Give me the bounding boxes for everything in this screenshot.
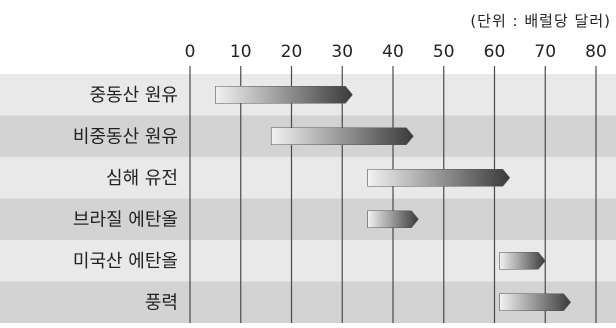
x-tick-label: 40 <box>382 42 404 62</box>
x-tick-label: 10 <box>230 42 252 62</box>
range-bar <box>215 85 353 104</box>
range-bar <box>270 127 414 146</box>
x-tick-label: 30 <box>331 42 353 62</box>
range-bar <box>499 251 546 270</box>
gridlines <box>189 66 597 323</box>
x-tick-label: 80 <box>585 42 607 62</box>
range-bar <box>367 168 511 187</box>
category-label: 브라질 에탄올 <box>73 209 178 230</box>
unit-note: (단위 : 배럴당 달러) <box>470 12 611 30</box>
x-tick-label: 0 <box>185 42 196 62</box>
category-label: 풍력 <box>145 292 178 313</box>
x-tick-label: 50 <box>433 42 455 62</box>
range-bar <box>499 293 572 312</box>
category-label: 미국산 에탄올 <box>73 251 178 272</box>
row-band <box>0 157 616 199</box>
row-bands <box>0 74 616 323</box>
range-bar <box>367 210 419 229</box>
bars <box>215 85 572 312</box>
x-axis-ticks: 0 10 20 30 40 50 60 70 80 <box>185 42 607 62</box>
category-label: 중동산 원유 <box>89 85 178 106</box>
x-tick-label: 70 <box>534 42 556 62</box>
category-label: 비중동산 원유 <box>73 126 178 147</box>
row-band <box>0 198 616 240</box>
category-label: 심해 유전 <box>106 168 178 189</box>
x-tick-label: 20 <box>281 42 303 62</box>
x-tick-label: 60 <box>484 42 506 62</box>
